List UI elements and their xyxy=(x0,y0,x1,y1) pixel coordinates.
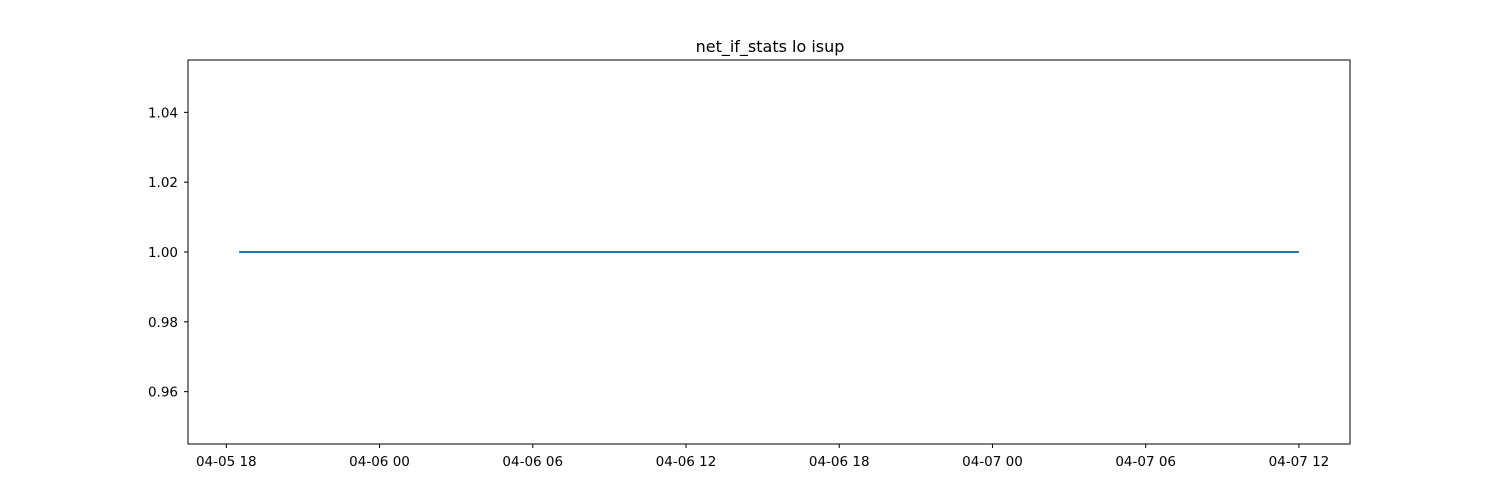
x-tick-label: 04-06 12 xyxy=(656,454,717,470)
y-tick-label: 1.00 xyxy=(148,245,178,261)
x-tick-label: 04-05 18 xyxy=(196,454,257,470)
y-tick-label: 1.04 xyxy=(148,105,178,121)
x-tick-label: 04-07 06 xyxy=(1115,454,1176,470)
x-tick-label: 04-06 00 xyxy=(349,454,410,470)
x-tick-label: 04-06 06 xyxy=(502,454,563,470)
chart-title: net_if_stats lo isup xyxy=(696,37,845,57)
x-tick-label: 04-06 18 xyxy=(809,454,870,470)
y-tick-label: 0.96 xyxy=(148,385,178,401)
y-tick-label: 1.02 xyxy=(148,175,178,191)
x-tick-label: 04-07 00 xyxy=(962,454,1023,470)
y-tick-label: 0.98 xyxy=(148,315,178,331)
plot-area: 0.96 0.98 1.00 1.02 1.04 04-05 18 04-06 00 04-0… xyxy=(148,59,1351,470)
x-tick-label: 04-07 12 xyxy=(1269,454,1330,470)
